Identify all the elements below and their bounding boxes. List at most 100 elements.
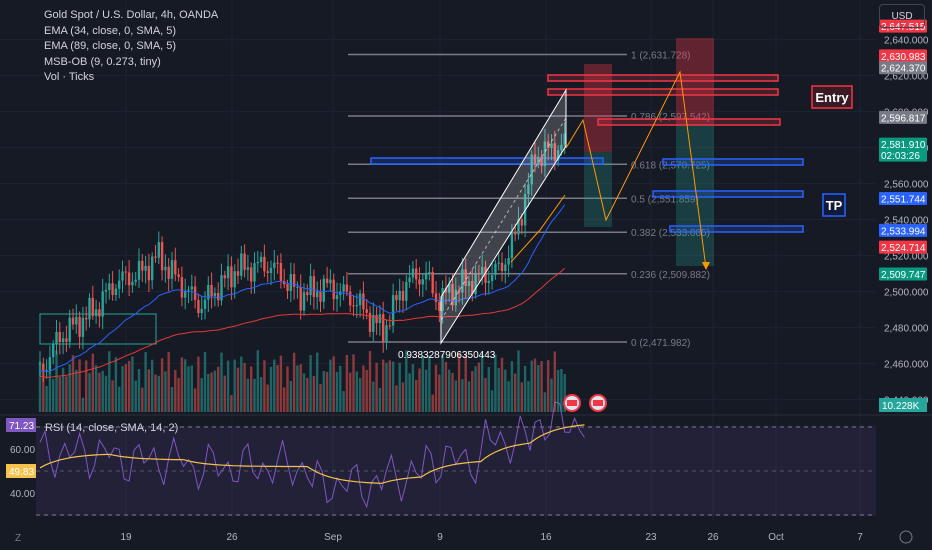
candle-body	[312, 276, 316, 298]
rsi-line	[39, 401, 585, 509]
volume-bar	[167, 351, 170, 412]
fib-label-3: 0.5 (2,551.859)	[631, 194, 699, 205]
volume-bar	[98, 372, 101, 412]
candle-body	[398, 290, 401, 301]
volume-bar	[484, 378, 487, 412]
legend-ema34[interactable]: EMA (34, close, 0, SMA, 5)	[44, 24, 177, 37]
legend-volume[interactable]: Vol · Ticks	[44, 71, 95, 83]
candle-body	[319, 291, 322, 302]
candle-body	[184, 290, 187, 298]
us-flag-stripes-1	[593, 400, 603, 406]
legend-ema89[interactable]: EMA (89, close, 0, SMA, 5)	[44, 40, 177, 52]
candle-body	[220, 275, 223, 301]
legend-symbol[interactable]: Gold Spot / U.S. Dollar, 4h, OANDA	[44, 9, 219, 21]
price-label-3: 2,596.817	[881, 113, 926, 124]
tp-label-box[interactable]	[822, 193, 846, 217]
x-tick-label: Sep	[324, 532, 342, 543]
candle-body	[88, 297, 91, 320]
volume-bar	[220, 352, 223, 412]
candle-body	[556, 150, 560, 161]
candle-body	[441, 287, 444, 311]
x-tick-label: 19	[120, 532, 132, 543]
volume-bar	[65, 376, 68, 412]
volume-bar	[461, 379, 464, 412]
volume-bar	[279, 355, 283, 412]
volume-bar	[121, 366, 124, 412]
candle-body	[507, 258, 510, 265]
volume-bar	[500, 357, 504, 412]
settings-gear-icon[interactable]	[899, 530, 913, 544]
candle-body	[170, 260, 174, 279]
candle-body	[279, 262, 283, 281]
volume-bar	[236, 367, 240, 412]
ob-blue-3	[669, 225, 804, 233]
price-label-7: 2,524.714	[881, 243, 926, 254]
candle-body	[322, 278, 325, 302]
chart-legend: Gold Spot / U.S. Dollar, 4h, OANDA EMA (…	[44, 8, 218, 86]
volume-bar	[441, 354, 444, 412]
candle-body	[560, 144, 563, 151]
candle-body	[45, 369, 48, 371]
volume-bar	[302, 373, 306, 412]
candle-body	[368, 312, 372, 332]
y-tick-label: 2,460.000	[884, 360, 929, 371]
candle-body	[269, 267, 273, 273]
candle-body	[246, 267, 250, 270]
price-label-bg-6	[879, 223, 927, 237]
candle-body	[187, 289, 190, 291]
candle-body	[127, 272, 131, 286]
candle-body	[104, 290, 108, 292]
y-tick-label: 2,620.000	[884, 72, 929, 83]
volume-bar	[309, 355, 312, 412]
volume-bar	[45, 386, 48, 412]
zoom-out-icon[interactable]: Z	[15, 533, 21, 544]
candle-body	[154, 256, 157, 258]
candle-body	[424, 272, 428, 280]
volume-bar	[424, 369, 428, 412]
price-label-bg-5	[879, 191, 927, 205]
candle-body	[101, 291, 104, 317]
volume-bar	[312, 375, 316, 412]
currency-button[interactable]: USD	[879, 4, 925, 28]
entry-label-box[interactable]	[811, 85, 853, 109]
volume-bar	[510, 361, 514, 412]
volume-bar	[114, 357, 118, 412]
entry-label[interactable]: Entry	[815, 90, 849, 105]
candle-body	[223, 275, 226, 279]
candle-body	[81, 317, 85, 337]
price-label-5: 2,551.744	[881, 194, 926, 205]
volume-bar	[457, 352, 461, 412]
ob-blue-2	[652, 190, 804, 198]
candle-body	[434, 293, 438, 303]
volume-bar	[223, 375, 226, 412]
volume-bar	[431, 394, 434, 412]
y-tick-label: 2,520.000	[884, 252, 929, 263]
candle-body	[68, 317, 71, 342]
y-tick-label: 2,560.000	[884, 180, 929, 191]
legend-msb-ob[interactable]: MSB-OB (9, 0.273, tiny)	[44, 55, 161, 68]
volume-bar	[322, 370, 325, 412]
volume-bar	[111, 380, 114, 412]
volume-bar	[207, 373, 210, 412]
volume-bar	[385, 362, 388, 412]
price-label-bg-3	[879, 110, 927, 124]
candle-body	[200, 308, 203, 314]
rsi-legend[interactable]: RSI (14, close, SMA, 14, 2)	[45, 422, 179, 434]
volume-bar	[563, 374, 566, 412]
volume-bar	[55, 350, 58, 412]
volume-bar	[141, 387, 144, 412]
volume-bar	[533, 358, 537, 412]
volume-bar	[444, 362, 448, 412]
tp-label[interactable]: TP	[826, 198, 843, 213]
candle-body	[259, 256, 263, 263]
volume-bar	[147, 369, 151, 412]
volume-bar	[517, 350, 520, 412]
volume-bar	[467, 381, 471, 412]
volume-bar	[137, 369, 141, 412]
rsi-tick-0: 60.00	[10, 445, 35, 456]
volume-bar	[355, 371, 358, 412]
candle-body	[454, 289, 457, 306]
candle-body	[444, 287, 448, 293]
volume-bar	[339, 365, 342, 412]
